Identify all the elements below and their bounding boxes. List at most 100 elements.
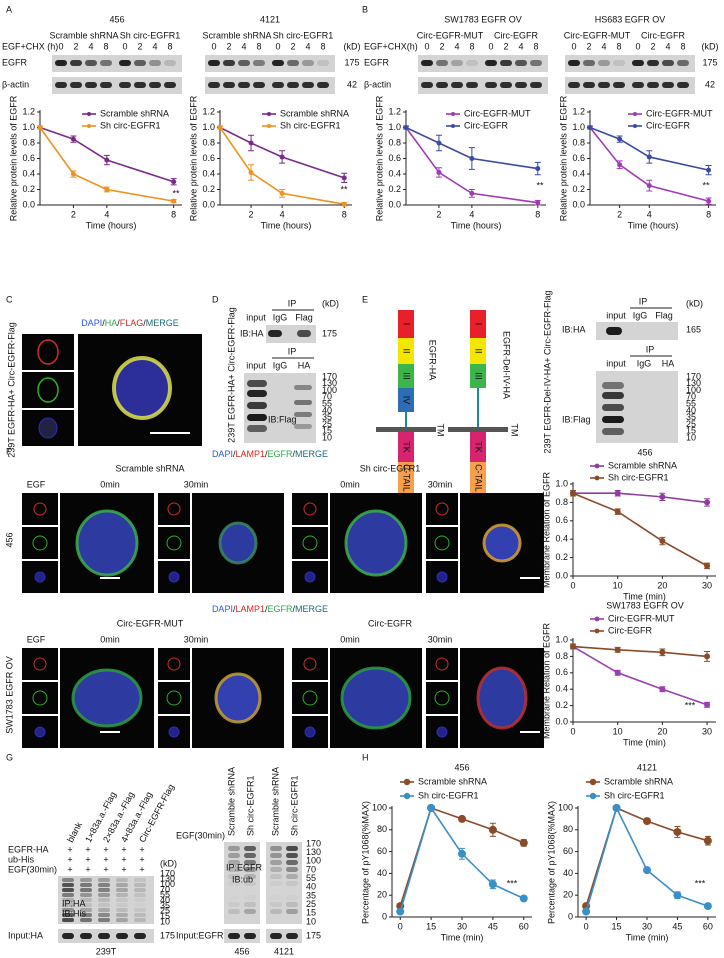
x-tick-label: 60 xyxy=(519,921,529,931)
ladder-label: 35 xyxy=(306,890,316,900)
data-point xyxy=(171,179,177,185)
ladder-label: 55 xyxy=(686,398,696,408)
band xyxy=(134,883,146,887)
lane-label: 4 xyxy=(665,41,670,51)
band xyxy=(100,60,112,66)
band xyxy=(294,385,312,390)
domain xyxy=(470,338,486,364)
band xyxy=(270,895,282,900)
sign: + xyxy=(139,864,144,874)
data-point xyxy=(704,499,711,506)
cell xyxy=(32,690,48,706)
y-axis-label: Relative protein levels of EGFR xyxy=(8,95,18,221)
label: 239T xyxy=(96,946,117,956)
band xyxy=(530,82,542,88)
cell xyxy=(34,726,46,738)
x-tick-label: 4 xyxy=(280,209,285,219)
band xyxy=(272,82,284,88)
label: input xyxy=(246,312,266,322)
y-tick-label: 80 xyxy=(377,824,387,834)
band xyxy=(62,913,74,917)
y-tick-label: 0.6 xyxy=(572,153,585,163)
x-tick-label: 30 xyxy=(457,921,467,931)
lane-label: 4 xyxy=(518,41,523,51)
label: IV xyxy=(402,396,412,405)
lane-label: 8 xyxy=(103,41,108,51)
label: IB:Flag xyxy=(562,414,591,424)
band xyxy=(270,933,282,939)
band xyxy=(228,874,240,879)
label: 175 xyxy=(306,930,321,940)
band xyxy=(421,60,433,66)
ladder-label: 15 xyxy=(686,426,696,436)
micrograph xyxy=(22,527,58,559)
cell xyxy=(303,657,317,671)
series-line xyxy=(405,127,538,204)
band xyxy=(302,82,314,88)
x-tick-label: 0 xyxy=(570,726,575,736)
cell xyxy=(302,535,318,551)
data-point xyxy=(488,825,497,834)
stain: LAMP1 xyxy=(235,449,265,459)
legend-label: Sh circ-EGFR1 xyxy=(604,790,665,800)
ladder-label: 130 xyxy=(322,378,337,388)
series-line xyxy=(589,126,709,171)
stain: MERGE xyxy=(146,318,179,328)
band xyxy=(270,874,282,879)
lane-label: 4 xyxy=(241,41,246,51)
cell xyxy=(436,726,448,738)
ladder-label: 170 xyxy=(686,371,701,381)
band xyxy=(62,933,74,939)
y-tick-label: 0.0 xyxy=(572,199,585,209)
band xyxy=(228,860,240,865)
band xyxy=(244,846,256,851)
label: TM xyxy=(436,424,446,437)
band xyxy=(247,402,267,409)
label: I xyxy=(402,323,412,326)
label: IP xyxy=(646,344,655,354)
y-tick-label: 0.0 xyxy=(555,716,568,726)
sign: + xyxy=(85,844,90,854)
data-point xyxy=(706,167,712,173)
y-tick-label: 0.4 xyxy=(555,534,568,544)
label: 0min xyxy=(100,634,120,644)
band xyxy=(598,82,610,88)
label: 175 xyxy=(322,328,337,338)
band xyxy=(270,860,282,865)
band xyxy=(62,883,74,887)
band xyxy=(164,82,176,88)
side-label: 239T EGFR-HA+ Circ-EGFR-Flag xyxy=(6,322,16,458)
band xyxy=(287,60,299,66)
band xyxy=(286,874,298,879)
label: II xyxy=(402,348,412,353)
x-tick-label: 30 xyxy=(702,580,712,590)
sign: + xyxy=(121,864,126,874)
lane-label: 8 xyxy=(167,41,172,51)
annotation: ** xyxy=(172,188,180,198)
band xyxy=(62,893,74,897)
band xyxy=(134,933,146,939)
label: 175 xyxy=(702,57,717,67)
y-tick-label: 0.8 xyxy=(555,497,568,507)
sign: + xyxy=(67,854,72,864)
data-point xyxy=(104,187,110,192)
cell xyxy=(37,377,59,403)
legend-label: Scramble shRNA xyxy=(280,108,349,118)
ladder-label: 10 xyxy=(322,432,332,442)
micrograph xyxy=(426,527,458,559)
data-point xyxy=(582,907,591,916)
y-tick-label: 0.8 xyxy=(555,651,568,661)
band xyxy=(286,846,298,851)
band xyxy=(98,898,110,902)
stain-title: DAPI/LAMP1/EGFR/MERGE xyxy=(212,449,328,459)
data-point xyxy=(248,140,254,146)
blot xyxy=(52,77,182,94)
blot xyxy=(418,77,548,94)
label: Circ-EGFR-MUT xyxy=(117,618,184,628)
ladder-label: 70 xyxy=(306,864,316,874)
y-tick-label: 0.8 xyxy=(202,137,215,147)
label: 175 xyxy=(160,930,175,940)
band xyxy=(62,878,74,882)
lane-label: 2 xyxy=(586,41,591,51)
band xyxy=(80,918,92,922)
